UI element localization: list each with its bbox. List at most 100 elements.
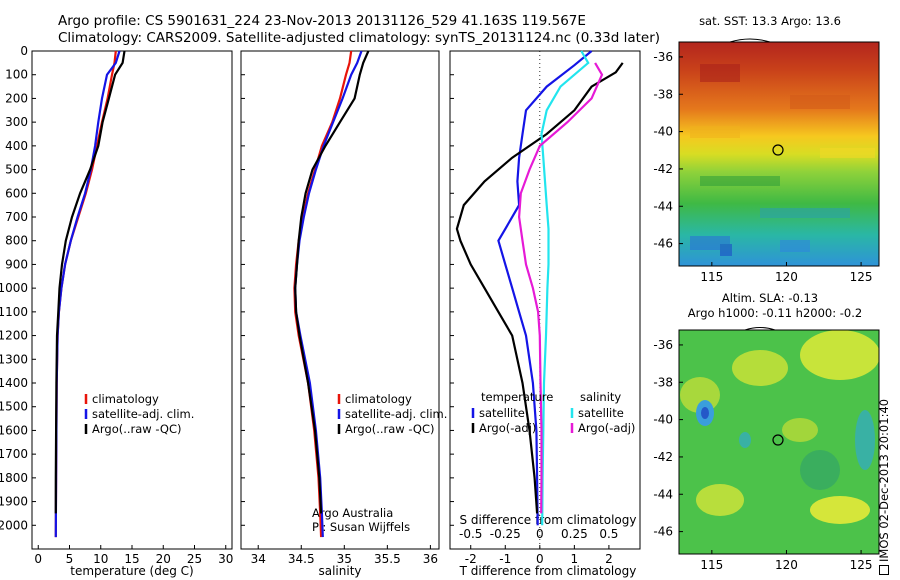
diff-legend-title-sal: salinity: [580, 390, 621, 404]
depth-tick-label: 700: [5, 210, 28, 224]
sal-series-2: [294, 50, 370, 514]
diff-legend-label: satellite: [578, 406, 624, 420]
map-ytick-label: -36: [653, 338, 673, 352]
diff-legend-label: Argo(-adj): [479, 421, 536, 435]
timestamp-text: IMOS 02-Dec-2013 20:01:40: [877, 398, 891, 562]
sal-xtick-label: 35.5: [374, 552, 401, 566]
sal-xtick-label: 34.5: [288, 552, 315, 566]
page-title: Argo profile: CS 5901631_224 23-Nov-2013…: [58, 13, 586, 29]
temp-legend-label: Argo(..raw -QC): [92, 422, 182, 436]
sal-legend-label: Argo(..raw -QC): [345, 422, 435, 436]
diff-secondary-tick-label: 0.25: [561, 527, 588, 541]
sla-map-title: Altim. SLA: -0.13: [722, 291, 818, 305]
diff-xtick-label: 2: [605, 552, 613, 566]
temp-xtick-label: 20: [156, 552, 171, 566]
map-ytick-label: -46: [653, 237, 673, 251]
diff-secondary-tick-label: 0.5: [599, 527, 618, 541]
map-ytick-label: -42: [653, 450, 673, 464]
depth-tick-label: 1400: [0, 376, 28, 390]
argo-location-marker-sla: [772, 434, 784, 446]
temp-xtick-label: 0: [34, 552, 42, 566]
sal-series-0: [293, 50, 353, 538]
diff-secondary-tick-label: -0.25: [490, 527, 521, 541]
map-ytick-label: -42: [653, 162, 673, 176]
diff-legend-label: satellite: [479, 406, 525, 420]
difference-panel: [449, 50, 641, 550]
depth-tick-label: 500: [5, 163, 28, 177]
map-ytick-label: -40: [653, 125, 673, 139]
depth-tick-label: 600: [5, 186, 28, 200]
annotation-line-2: PI: Susan Wijffels: [312, 520, 410, 534]
map-xtick-label: 115: [700, 558, 723, 572]
depth-tick-label: 1900: [0, 495, 28, 509]
depth-tick-label: 1800: [0, 471, 28, 485]
diff-legend-title-temp: temperature: [481, 390, 553, 404]
argo-location-marker: [772, 144, 784, 156]
diff-series-2: [540, 50, 590, 526]
temp-legend-label: satellite-adj. clim.: [92, 407, 194, 421]
diff-legend-label: Argo(-adj): [578, 421, 635, 435]
map-xtick-label: 120: [775, 558, 798, 572]
sal-legend-label: satellite-adj. clim.: [345, 407, 447, 421]
diff-series-0: [497, 50, 593, 526]
depth-tick-label: 0: [20, 44, 28, 58]
sal-xtick-label: 35: [337, 552, 352, 566]
diff-xtick-label: -1: [499, 552, 511, 566]
map-ytick-label: -38: [653, 87, 673, 101]
temperature-panel: [31, 50, 233, 550]
map-ytick-label: -36: [653, 50, 673, 64]
depth-tick-label: 1600: [0, 423, 28, 437]
imos-timestamp: IMOS 02-Dec-2013 20:01:40: [877, 399, 891, 575]
depth-tick-label: 400: [5, 139, 28, 153]
chart-marks: 0 5 10 15 20 25 300100200300400500600700800900…: [0, 44, 873, 572]
annotation-line-1: Argo Australia: [312, 506, 393, 520]
salinity-panel: [240, 50, 440, 550]
sal-xtick-label: 36: [423, 552, 438, 566]
sst-map-title: sat. SST: 13.3 Argo: 13.6: [699, 14, 841, 28]
map-ytick-label: -46: [653, 525, 673, 539]
sal-xtick-label: 34: [251, 552, 266, 566]
depth-tick-label: 800: [5, 234, 28, 248]
diff-xtick-label: 1: [571, 552, 579, 566]
temp-series-1: [54, 50, 121, 538]
salinity-xlabel: salinity: [318, 564, 361, 578]
depth-tick-label: 1700: [0, 447, 28, 461]
temp-xtick-label: 25: [187, 552, 202, 566]
diff-xtick-label: -2: [465, 552, 477, 566]
sal-series-1: [294, 50, 363, 538]
temp-xtick-label: 30: [218, 552, 233, 566]
map-xtick-label: 125: [850, 558, 873, 572]
diff-secondary-tick-label: 0: [536, 527, 544, 541]
map-ytick-label: -44: [653, 487, 673, 501]
sla-map: [678, 327, 880, 555]
diff-series-3: [517, 62, 604, 514]
depth-tick-label: 2000: [0, 518, 28, 532]
temp-series-0: [54, 50, 117, 538]
difference-xlabel: T difference from climatology: [459, 564, 637, 578]
imos-logo-icon: [879, 565, 889, 575]
map-ytick-label: -44: [653, 199, 673, 213]
map-ytick-label: -40: [653, 413, 673, 427]
difference-secondary-xlabel: S difference from climatology: [460, 513, 637, 527]
depth-tick-label: 900: [5, 257, 28, 271]
map-ytick-label: -38: [653, 375, 673, 389]
depth-tick-label: 1300: [0, 352, 28, 366]
depth-tick-label: 300: [5, 115, 28, 129]
temp-xtick-label: 10: [93, 552, 108, 566]
depth-tick-label: 1500: [0, 400, 28, 414]
sla-map-subtitle: Argo h1000: -0.11 h2000: -0.2: [688, 306, 862, 320]
diff-secondary-tick-label: -0.5: [459, 527, 482, 541]
map-xtick-label: 120: [775, 270, 798, 284]
depth-tick-label: 200: [5, 91, 28, 105]
depth-tick-label: 100: [5, 68, 28, 82]
map-xtick-label: 115: [700, 270, 723, 284]
temp-xtick-label: 15: [124, 552, 139, 566]
depth-tick-label: 1000: [0, 281, 28, 295]
depth-tick-label: 1100: [0, 305, 28, 319]
depth-tick-label: 1200: [0, 329, 28, 343]
temp-legend-label: climatology: [92, 392, 159, 406]
sst-map: [678, 38, 880, 267]
map-xtick-label: 125: [850, 270, 873, 284]
diff-xtick-label: 0: [536, 552, 544, 566]
